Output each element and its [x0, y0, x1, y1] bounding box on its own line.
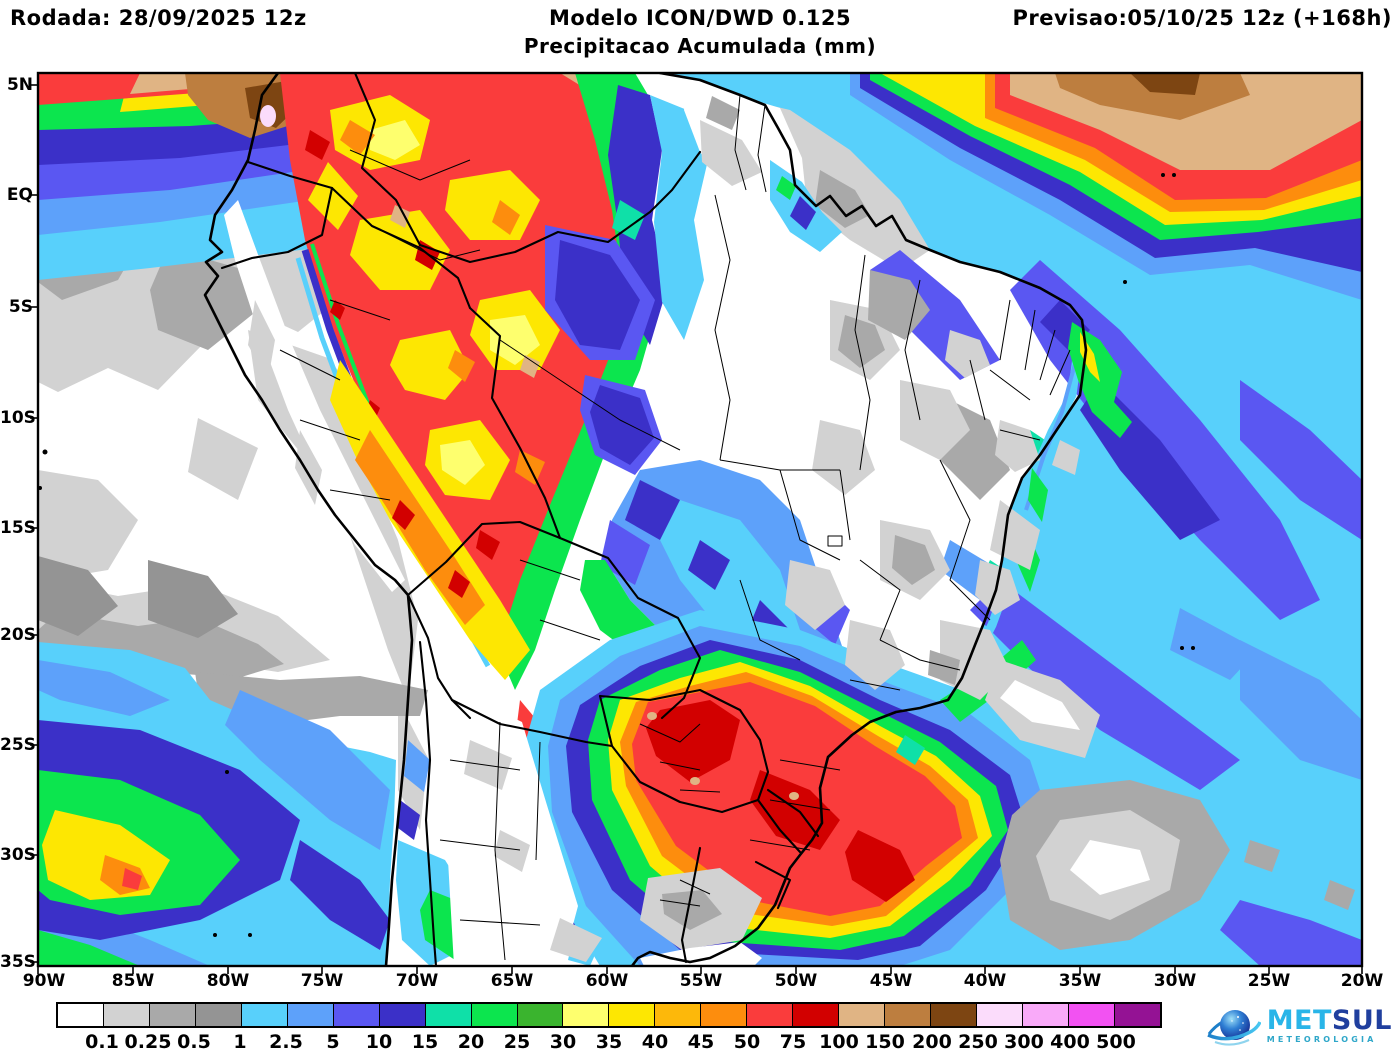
- legend-value: 10: [365, 1031, 393, 1052]
- legend-value: 500: [1096, 1031, 1136, 1052]
- lat-label: 5S: [8, 297, 33, 317]
- legend-color-box: [562, 1004, 609, 1026]
- country-borders: [220, 73, 820, 966]
- legend-color-box: [516, 1004, 563, 1026]
- legend-value: 150: [865, 1031, 905, 1052]
- lon-label: 30W: [1153, 971, 1197, 991]
- legend-value: 1: [233, 1031, 247, 1052]
- metsul-globe-icon: [1207, 1010, 1261, 1046]
- legend-color-box: [470, 1004, 517, 1026]
- guianas-dry-area: [684, 80, 842, 252]
- lat-label: 25S: [0, 735, 36, 755]
- legend-color-box: [976, 1004, 1023, 1026]
- lon-label: 35W: [1058, 971, 1102, 991]
- lat-label: 10S: [0, 408, 36, 428]
- legend-color-box: [654, 1004, 701, 1026]
- legend-value: 0.25: [124, 1031, 172, 1052]
- legend-color-box: [102, 1004, 149, 1026]
- legend-color-box: [884, 1004, 931, 1026]
- lon-label: 40W: [963, 971, 1007, 991]
- lat-label: 15S: [0, 518, 36, 538]
- legend-value: 5: [326, 1031, 340, 1052]
- logo-wordmark: METSUL: [1266, 1005, 1392, 1036]
- legend-value: 0.5: [177, 1031, 211, 1052]
- lon-label: 70W: [395, 971, 439, 991]
- legend-value: 400: [1050, 1031, 1090, 1052]
- logo-tagline: METEOROLOGIA: [1266, 1035, 1377, 1044]
- lon-label: 90W: [22, 971, 66, 991]
- legend-color-box: [700, 1004, 747, 1026]
- legend-color-box: [424, 1004, 471, 1026]
- lat-label: 35S: [0, 952, 36, 972]
- legend-value: 200: [912, 1031, 952, 1052]
- legend-value: 250: [958, 1031, 998, 1052]
- legend-value: 40: [641, 1031, 669, 1052]
- lon-label: 20W: [1340, 971, 1384, 991]
- lon-label: 45W: [869, 971, 913, 991]
- coastline: [203, 73, 1088, 966]
- legend-value: 20: [457, 1031, 485, 1052]
- legend-color-box: [378, 1004, 425, 1026]
- metsul-logo: METSUL METEOROLOGIA: [1207, 1002, 1392, 1050]
- legend-value: 2.5: [269, 1031, 303, 1052]
- lon-label: 65W: [490, 971, 534, 991]
- legend-value: 300: [1004, 1031, 1044, 1052]
- legend-color-box: [148, 1004, 195, 1026]
- lat-label: 5N: [6, 75, 33, 95]
- color-scale-legend: [56, 1002, 1162, 1028]
- legend-color-box: [1022, 1004, 1068, 1026]
- legend-value: 100: [819, 1031, 859, 1052]
- legend-color-box: [608, 1004, 655, 1026]
- model-run-label: Rodada: 28/09/2025 12z: [10, 6, 307, 30]
- legend-value: 0.1: [85, 1031, 119, 1052]
- legend-color-box: [1067, 1004, 1114, 1026]
- state-borders: [279, 149, 1071, 961]
- lon-label: 80W: [206, 971, 250, 991]
- legend-color-box: [240, 1004, 287, 1026]
- legend-color-box: [194, 1004, 241, 1026]
- lon-label: 25W: [1247, 971, 1291, 991]
- legend-color-box: [746, 1004, 793, 1026]
- islands: [38, 173, 1195, 937]
- legend-value: 35: [595, 1031, 623, 1052]
- lon-label: 75W: [300, 971, 344, 991]
- legend-color-box: [792, 1004, 839, 1026]
- lon-label: 50W: [774, 971, 818, 991]
- legend-value: 75: [779, 1031, 807, 1052]
- legend-value: 25: [503, 1031, 531, 1052]
- legend-color-box: [286, 1004, 333, 1026]
- lat-label: 20S: [0, 625, 36, 645]
- lon-label: 55W: [679, 971, 723, 991]
- logo-met-text: MET: [1266, 1005, 1332, 1036]
- legend-color-box: [838, 1004, 885, 1026]
- legend-color-box: [1113, 1004, 1160, 1026]
- forecast-label: Previsao:05/10/25 12z (+168h): [1012, 6, 1392, 30]
- lon-label: 60W: [585, 971, 629, 991]
- legend-value: 30: [549, 1031, 577, 1052]
- legend-color-box: [930, 1004, 977, 1026]
- legend-value: 45: [687, 1031, 715, 1052]
- legend-value: 15: [411, 1031, 439, 1052]
- legend-color-box: [58, 1004, 103, 1026]
- lat-label: 30S: [0, 845, 36, 865]
- lat-label: EQ: [6, 185, 33, 205]
- legend-value: 50: [733, 1031, 761, 1052]
- logo-sul-text: SUL: [1331, 1005, 1392, 1036]
- lon-label: 85W: [111, 971, 155, 991]
- southeast-pacific-storm: [38, 642, 484, 966]
- map-frame-and-ticks: [30, 71, 1364, 974]
- legend-color-box: [332, 1004, 379, 1026]
- amazon-rain-field: [280, 73, 708, 690]
